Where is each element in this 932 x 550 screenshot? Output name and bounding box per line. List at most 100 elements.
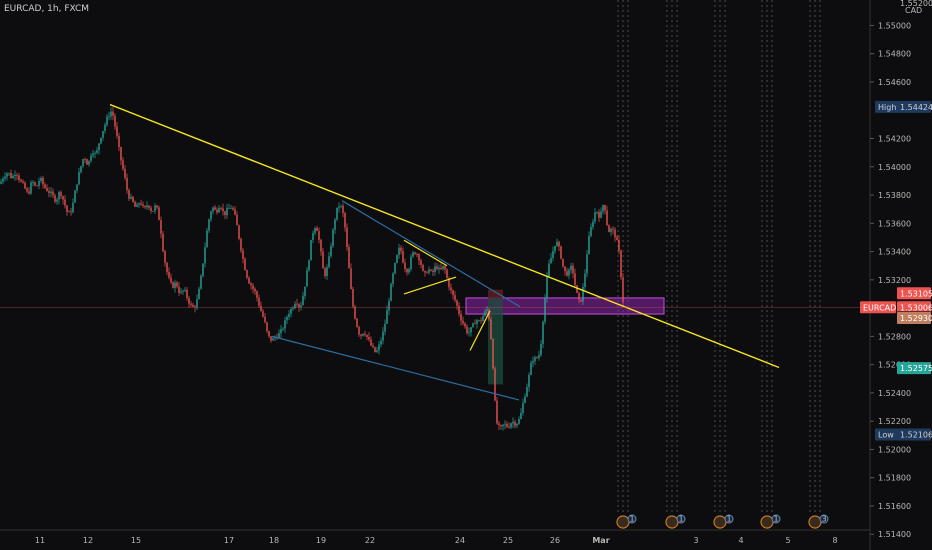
candle-body	[472, 323, 474, 328]
candle-body	[542, 321, 544, 344]
candle-body	[42, 177, 44, 185]
candle-body	[208, 219, 210, 231]
candle-body	[492, 338, 494, 369]
candle-body	[132, 196, 134, 202]
event-flag-icon	[665, 515, 679, 529]
candle-body	[586, 254, 588, 274]
symbol-title[interactable]: EURCAD, 1h, FXCM	[4, 4, 90, 14]
candle-body	[274, 337, 276, 339]
candle-body	[192, 304, 194, 307]
candle-body	[390, 283, 392, 301]
candle-body	[108, 116, 110, 118]
candle-body	[600, 211, 602, 218]
candle-body	[568, 269, 570, 276]
green-level-tag: 1.52575	[900, 364, 932, 373]
candle-body	[272, 338, 274, 341]
flag-pole-line	[469, 310, 491, 351]
price-tick-label: 1.54000	[878, 163, 911, 172]
candle-body	[622, 277, 624, 303]
candle-body	[562, 258, 564, 267]
candle-body	[218, 208, 220, 213]
candle-body	[506, 423, 508, 427]
candle-body	[202, 263, 204, 276]
candle-body	[124, 168, 126, 178]
axis-currency-label: CAD	[905, 6, 922, 15]
event-badge-count: 1	[773, 515, 778, 524]
candle-body	[610, 228, 612, 233]
candle-body	[70, 211, 72, 213]
candle-body	[442, 265, 444, 270]
candle-body	[98, 143, 100, 151]
candle-body	[140, 203, 142, 205]
candle-body	[556, 241, 558, 246]
candle-body	[138, 203, 140, 205]
candle-body	[16, 175, 18, 176]
candle-body	[266, 322, 268, 332]
candle-body	[546, 276, 548, 299]
candle-body	[370, 339, 372, 346]
candle-body	[290, 309, 292, 314]
time-tick-label: Mar	[592, 536, 609, 545]
current-price-tag-bg	[897, 301, 931, 314]
upper-price-tag: 1.53105	[900, 289, 932, 298]
candle-body	[88, 160, 90, 165]
candle-body	[384, 323, 386, 332]
candle-body	[60, 192, 62, 197]
candle-body	[596, 211, 598, 213]
candle-body	[214, 207, 216, 210]
candle-body	[474, 323, 476, 325]
candle-body	[454, 295, 456, 301]
price-tick-label: 1.52000	[878, 445, 911, 454]
event-flag-icon	[808, 515, 822, 529]
long-position-box	[488, 298, 503, 385]
candle-body	[478, 320, 480, 322]
candle-body	[462, 320, 464, 324]
candle-body	[260, 305, 262, 312]
candle-body	[148, 205, 150, 208]
candle-body	[588, 236, 590, 255]
time-tick-label: 3	[693, 536, 698, 545]
candle-body	[222, 208, 224, 212]
candle-body	[250, 283, 252, 286]
candle-body	[184, 289, 186, 291]
candle-body	[356, 318, 358, 328]
candle-body	[90, 155, 92, 161]
time-tick-label: 4	[738, 536, 743, 545]
candle-body	[320, 239, 322, 252]
candle-body	[312, 233, 314, 240]
candle-body	[154, 205, 156, 212]
time-tick-label: 18	[269, 536, 279, 545]
candle-body	[118, 136, 120, 148]
candle-body	[344, 213, 346, 228]
candle-body	[170, 277, 172, 283]
candle-body	[352, 289, 354, 307]
candle-body	[488, 309, 490, 320]
candle-body	[150, 207, 152, 212]
candle-body	[360, 334, 362, 336]
candle-body	[354, 306, 356, 319]
candle-body	[364, 333, 366, 335]
candle-body	[432, 270, 434, 273]
candle-body	[28, 191, 30, 194]
candle-body	[282, 328, 284, 330]
candle-body	[366, 334, 368, 338]
candle-body	[38, 180, 40, 186]
candle-body	[508, 426, 510, 428]
event-markers-layer: 1 1 1 1 3	[616, 0, 829, 529]
candle-body	[510, 423, 512, 428]
candle-body	[434, 266, 436, 273]
price-tick-label: 1.55000	[878, 21, 911, 30]
candle-body	[396, 255, 398, 263]
event-badge-count: 1	[629, 515, 634, 524]
candle-body	[618, 240, 620, 251]
price-tick-label: 1.54800	[878, 50, 911, 59]
candle-body	[604, 205, 606, 211]
time-axis[interactable]: 11 12 15 17 18 19 22 24 25 26 Mar 3 4 5 8	[35, 536, 838, 545]
candle-body	[340, 205, 342, 207]
price-tick-label: 1.54200	[878, 135, 911, 144]
price-axis[interactable]: 1.55000 1.54800 1.54600 1.54200 1.54000 1.538…	[870, 21, 911, 539]
candle-body	[134, 201, 136, 207]
candle-body	[374, 347, 376, 353]
candle-body	[292, 308, 294, 310]
